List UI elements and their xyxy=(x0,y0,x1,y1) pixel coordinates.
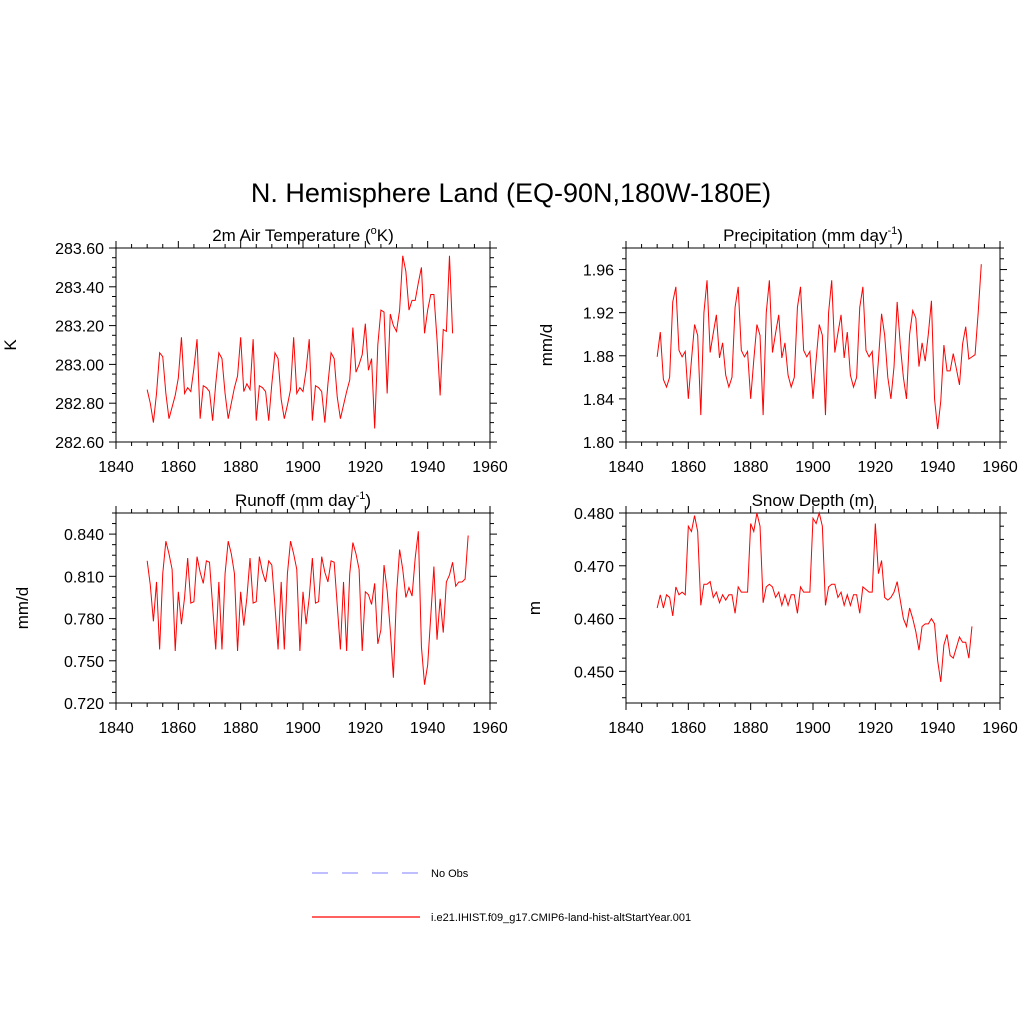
x-tick-label: 1940 xyxy=(410,720,446,737)
y-tick-label: 1.88 xyxy=(583,349,614,366)
y-tick-label: 0.450 xyxy=(574,664,614,681)
x-tick-label: 1880 xyxy=(733,720,769,737)
y-tick-label: 0.780 xyxy=(64,612,104,629)
legend-label: i.e21.IHIST.f09_g17.CMIP6-land-hist-altS… xyxy=(431,912,691,924)
x-tick-label: 1960 xyxy=(982,720,1018,737)
x-tick-label: 1880 xyxy=(223,720,259,737)
x-tick-label: 1920 xyxy=(858,459,894,476)
legend-entry: i.e21.IHIST.f09_g17.CMIP6-land-hist-altS… xyxy=(312,912,691,924)
x-tick-label: 1840 xyxy=(608,720,644,737)
series-line xyxy=(656,511,973,682)
x-tick-label: 1900 xyxy=(285,720,321,737)
y-tick-label: 282.80 xyxy=(55,396,104,413)
panel-title: 2m Air Temperature (oK) xyxy=(212,225,394,245)
x-tick-label: 1960 xyxy=(982,459,1018,476)
panel-3: Runoff (mm day-1) mm/d 1840 1860 1880 1900 192… xyxy=(13,490,508,737)
x-tick-label: 1960 xyxy=(472,720,508,737)
y-tick-label: 0.840 xyxy=(64,527,104,544)
y-tick-label: 0.460 xyxy=(574,612,614,629)
x-tick-label: 1860 xyxy=(161,720,197,737)
x-tick-label: 1900 xyxy=(795,720,831,737)
y-tick-label: 1.84 xyxy=(583,392,614,409)
series-line xyxy=(656,264,982,430)
y-tick-label: 283.60 xyxy=(55,241,104,258)
y-tick-label: 283.00 xyxy=(55,357,104,374)
legend-label: No Obs xyxy=(431,868,469,880)
y-tick-label: 0.470 xyxy=(574,559,614,576)
x-tick-label: 1840 xyxy=(98,720,134,737)
panels: 2m Air Temperature (oK) K 1840 1860 1880 1900… xyxy=(1,225,1018,737)
x-tick-label: 1880 xyxy=(733,459,769,476)
y-tick-label: 0.480 xyxy=(574,506,614,523)
x-tick-label: 1940 xyxy=(410,459,446,476)
figure-title: N. Hemisphere Land (EQ-90N,180W-180E) xyxy=(251,178,771,208)
x-tick-label: 1960 xyxy=(472,459,508,476)
series-line xyxy=(146,255,454,429)
x-tick-label: 1880 xyxy=(223,459,259,476)
x-tick-label: 1860 xyxy=(671,459,707,476)
legend-entry: No Obs xyxy=(312,868,469,880)
x-tick-label: 1860 xyxy=(161,459,197,476)
panel-4: Snow Depth (m) m 1840 1860 1880 1900 1920 1940 1… xyxy=(525,491,1018,737)
x-tick-label: 1940 xyxy=(920,459,956,476)
y-tick-label: 0.750 xyxy=(64,654,104,671)
x-tick-label: 1920 xyxy=(348,459,384,476)
plot-frame xyxy=(115,247,491,443)
y-tick-label: 0.720 xyxy=(64,696,104,713)
x-tick-label: 1920 xyxy=(348,720,384,737)
x-tick-label: 1840 xyxy=(98,459,134,476)
y-tick-label: 283.20 xyxy=(55,319,104,336)
y-tick-label: 1.96 xyxy=(583,263,614,280)
y-tick-label: 1.80 xyxy=(583,435,614,452)
x-tick-label: 1860 xyxy=(671,720,707,737)
plot-frame xyxy=(115,512,491,704)
panel-title: Precipitation (mm day-1) xyxy=(723,225,903,245)
plot-frame xyxy=(625,512,1001,704)
x-tick-label: 1840 xyxy=(608,459,644,476)
panel-title: Runoff (mm day-1) xyxy=(235,490,371,510)
y-axis-label: m xyxy=(525,601,544,615)
y-tick-label: 283.40 xyxy=(55,280,104,297)
y-axis-label: K xyxy=(1,339,20,351)
y-tick-label: 1.92 xyxy=(583,306,614,323)
x-tick-label: 1940 xyxy=(920,720,956,737)
x-tick-label: 1900 xyxy=(795,459,831,476)
series-line xyxy=(146,531,469,685)
panel-1: 2m Air Temperature (oK) K 1840 1860 1880 1900… xyxy=(1,225,508,476)
y-tick-label: 0.810 xyxy=(64,569,104,586)
y-axis-label: mm/d xyxy=(537,324,556,367)
y-axis-label: mm/d xyxy=(13,587,32,630)
x-tick-label: 1900 xyxy=(285,459,321,476)
panel-2: Precipitation (mm day-1) mm/d 1840 1860 1880… xyxy=(537,225,1018,476)
x-tick-label: 1920 xyxy=(858,720,894,737)
y-tick-label: 282.60 xyxy=(55,435,104,452)
legend: No Obs i.e21.IHIST.f09_g17.CMIP6-land-his… xyxy=(312,868,691,924)
panel-title: Snow Depth (m) xyxy=(752,491,875,510)
